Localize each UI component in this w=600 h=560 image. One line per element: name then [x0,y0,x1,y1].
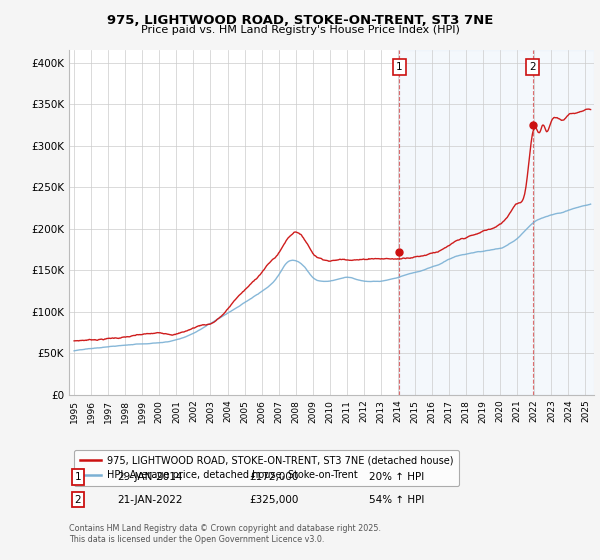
Text: £172,000: £172,000 [249,472,298,482]
Text: 21-JAN-2022: 21-JAN-2022 [117,494,182,505]
Text: 975, LIGHTWOOD ROAD, STOKE-ON-TRENT, ST3 7NE: 975, LIGHTWOOD ROAD, STOKE-ON-TRENT, ST3… [107,14,493,27]
Text: 2: 2 [529,62,536,72]
Text: 29-JAN-2014: 29-JAN-2014 [117,472,182,482]
Bar [399,50,594,395]
Text: 2: 2 [74,494,82,505]
Text: 54% ↑ HPI: 54% ↑ HPI [369,494,424,505]
Text: 1: 1 [74,472,82,482]
Text: £325,000: £325,000 [249,494,298,505]
Text: Price paid vs. HM Land Registry's House Price Index (HPI): Price paid vs. HM Land Registry's House … [140,25,460,35]
Text: Contains HM Land Registry data © Crown copyright and database right 2025.
This d: Contains HM Land Registry data © Crown c… [69,524,381,544]
Text: 20% ↑ HPI: 20% ↑ HPI [369,472,424,482]
Legend: 975, LIGHTWOOD ROAD, STOKE-ON-TRENT, ST3 7NE (detached house), HPI: Average pric: 975, LIGHTWOOD ROAD, STOKE-ON-TRENT, ST3… [74,450,459,486]
Text: 1: 1 [396,62,403,72]
